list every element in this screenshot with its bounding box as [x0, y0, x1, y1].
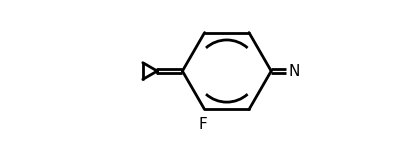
Text: N: N	[288, 63, 299, 79]
Text: F: F	[198, 118, 207, 132]
